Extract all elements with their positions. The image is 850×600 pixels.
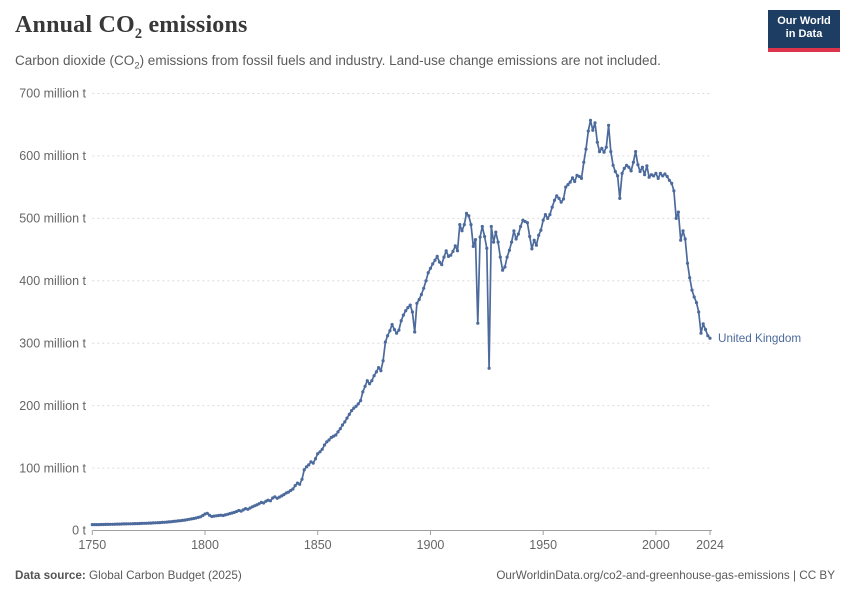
svg-text:1800: 1800	[191, 538, 219, 552]
series-line-united-kingdom[interactable]	[90, 118, 712, 527]
chart-footer: Data source: Global Carbon Budget (2025)…	[15, 569, 835, 582]
owid-logo[interactable]: Our World in Data	[768, 10, 840, 52]
svg-text:100 million t: 100 million t	[19, 461, 86, 475]
svg-text:1900: 1900	[417, 538, 445, 552]
owid-logo-line1: Our World	[777, 15, 831, 27]
svg-text:1850: 1850	[304, 538, 332, 552]
svg-text:500 million t: 500 million t	[19, 212, 86, 226]
data-source: Data source: Global Carbon Budget (2025)	[15, 569, 242, 582]
svg-text:300 million t: 300 million t	[19, 336, 86, 350]
svg-text:0 t: 0 t	[72, 524, 86, 538]
owid-logo-line2: in Data	[785, 28, 823, 40]
credit-link[interactable]: OurWorldinData.org/co2-and-greenhouse-ga…	[496, 569, 835, 582]
svg-text:200 million t: 200 million t	[19, 399, 86, 413]
svg-text:600 million t: 600 million t	[19, 149, 86, 163]
chart-title: Annual CO2 emissions	[15, 12, 248, 42]
gridlines	[92, 92, 712, 531]
y-axis-labels: 0 t 100 million t 200 million t 300 million…	[19, 87, 86, 538]
series-end-label[interactable]: United Kingdom	[718, 332, 801, 345]
chart-subtitle: Carbon dioxide (CO2) emissions from foss…	[15, 53, 661, 72]
svg-text:1950: 1950	[529, 538, 557, 552]
svg-text:400 million t: 400 million t	[19, 274, 86, 288]
svg-text:2024: 2024	[696, 538, 724, 552]
svg-text:700 million t: 700 million t	[19, 87, 86, 101]
x-axis	[91, 530, 711, 535]
svg-text:1750: 1750	[78, 538, 106, 552]
x-axis-labels: 1750 1800 1850 1900 1950 2000 2024	[78, 538, 724, 552]
svg-text:2000: 2000	[642, 538, 670, 552]
